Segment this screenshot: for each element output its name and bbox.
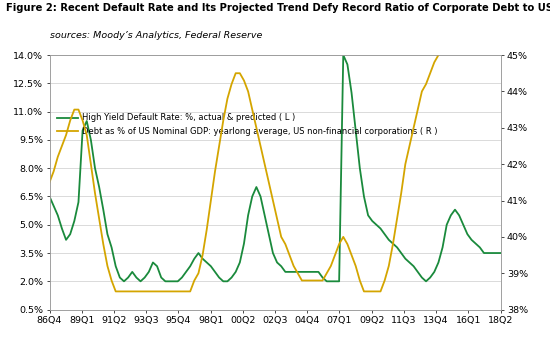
Text: Figure 2: Recent Default Rate and Its Projected Trend Defy Record Ratio of Corpo: Figure 2: Recent Default Rate and Its Pr… — [6, 3, 550, 13]
Text: sources: Moody’s Analytics, Federal Reserve: sources: Moody’s Analytics, Federal Rese… — [50, 31, 262, 40]
Legend: High Yield Default Rate: %, actual & predicted ( L ), Debt as % of US Nominal GD: High Yield Default Rate: %, actual & pre… — [54, 110, 441, 139]
